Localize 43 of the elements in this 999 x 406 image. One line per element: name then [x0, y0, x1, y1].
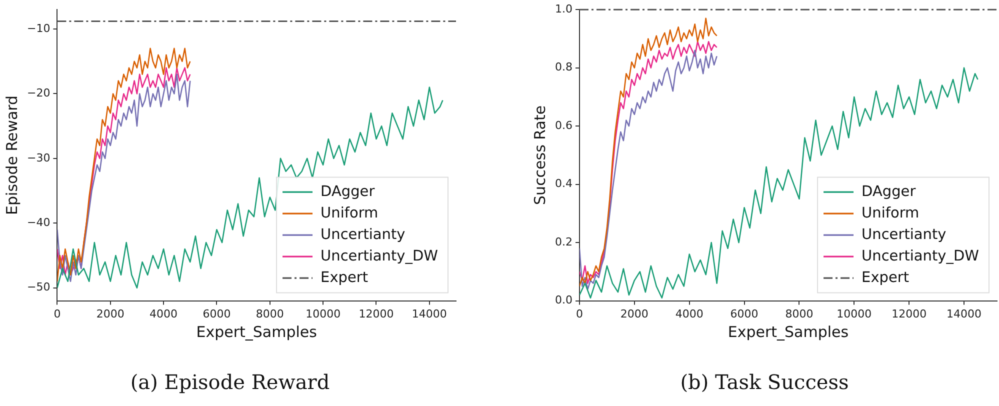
x-tick-label: 14000	[946, 307, 982, 320]
y-tick-label: −10	[26, 22, 50, 35]
y-tick-label: 0.6	[554, 118, 572, 132]
x-axis-title: Expert_Samples	[728, 322, 849, 341]
y-tick-label: 0.2	[554, 235, 572, 248]
y-tick-label: 0.8	[554, 60, 572, 74]
legend-label: Uncertianty	[862, 226, 947, 243]
x-tick-label: 10000	[306, 307, 341, 320]
x-tick-label: 10000	[836, 307, 872, 320]
legend-label: DAgger	[862, 184, 916, 200]
y-tick-label: −40	[26, 216, 50, 230]
x-tick-label: 8000	[256, 307, 284, 320]
y-tick-label: 0.4	[554, 177, 572, 190]
x-tick-label: 6000	[730, 307, 758, 320]
legend-label: Expert	[862, 270, 910, 286]
y-tick-label: 1.0	[554, 2, 572, 16]
text: (a) Episode Reward	[130, 370, 330, 394]
y-tick-label: 0.0	[554, 294, 572, 307]
legend-label: Uncertianty	[320, 226, 406, 243]
x-tick-label: 4000	[675, 307, 704, 320]
x-tick-label: 12000	[892, 307, 927, 320]
x-tick-label: 4000	[150, 307, 178, 320]
legend-label: Uniform	[320, 205, 378, 222]
legend-label: Uncertianty_DW	[320, 248, 438, 264]
legend-label: Expert	[320, 270, 368, 286]
x-tick-label: 8000	[785, 307, 814, 320]
x-tick-label: 0	[54, 307, 61, 320]
y-tick-label: −30	[26, 151, 50, 164]
x-tick-label: 6000	[202, 307, 231, 320]
legend-label: Uncertianty_DW	[862, 248, 980, 264]
x-tick-label: 2000	[620, 307, 648, 320]
y-tick-label: −20	[26, 86, 50, 100]
y-axis-title: Success Rate	[530, 105, 549, 205]
legend-label: DAgger	[320, 184, 375, 200]
x-axis-title: Expert_Samples	[196, 322, 318, 341]
x-tick-label: 12000	[358, 307, 394, 320]
x-tick-label: 0	[576, 307, 583, 320]
y-tick-label: −50	[26, 280, 50, 294]
legend-label: Uniform	[862, 205, 920, 222]
y-axis-title: Episode Reward	[2, 95, 21, 215]
x-tick-label: 2000	[96, 307, 124, 320]
x-tick-label: 14000	[412, 307, 447, 320]
text: (b) Task Success	[680, 370, 849, 394]
